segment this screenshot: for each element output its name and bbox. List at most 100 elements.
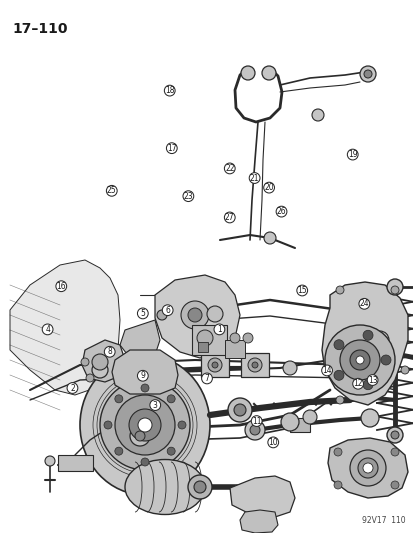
Circle shape <box>141 384 149 392</box>
Circle shape <box>263 232 275 244</box>
Text: 23: 23 <box>183 192 193 200</box>
Circle shape <box>386 427 402 443</box>
Text: 26: 26 <box>276 207 286 216</box>
Text: 6: 6 <box>165 306 170 314</box>
Circle shape <box>230 333 240 343</box>
Circle shape <box>115 395 175 455</box>
Circle shape <box>135 431 145 441</box>
Circle shape <box>263 182 274 193</box>
Circle shape <box>360 409 378 427</box>
Bar <box>224 340 244 358</box>
Circle shape <box>247 358 261 372</box>
Circle shape <box>357 458 377 478</box>
Circle shape <box>129 409 161 441</box>
Bar <box>197 342 207 352</box>
Text: 10: 10 <box>268 438 278 447</box>
Circle shape <box>363 70 371 78</box>
Circle shape <box>224 163 235 174</box>
Text: 24: 24 <box>358 300 368 308</box>
Bar <box>240 353 268 377</box>
Text: 9: 9 <box>140 372 145 380</box>
Circle shape <box>333 481 341 489</box>
Circle shape <box>349 350 369 370</box>
Circle shape <box>183 191 193 201</box>
Circle shape <box>302 410 316 424</box>
Circle shape <box>311 109 323 121</box>
Circle shape <box>380 355 390 365</box>
Text: 17: 17 <box>166 144 176 152</box>
Circle shape <box>252 362 257 368</box>
Circle shape <box>178 421 185 429</box>
Text: 18: 18 <box>165 86 174 95</box>
Text: 22: 22 <box>225 164 234 173</box>
Text: 8: 8 <box>107 348 112 356</box>
Circle shape <box>240 66 254 80</box>
Circle shape <box>366 375 377 385</box>
Text: 5: 5 <box>140 309 145 318</box>
Text: 15: 15 <box>297 286 306 295</box>
Text: 11: 11 <box>252 417 261 425</box>
Circle shape <box>104 346 115 357</box>
Text: 92V17  110: 92V17 110 <box>361 516 405 525</box>
Text: 12: 12 <box>353 379 362 388</box>
Circle shape <box>167 395 175 403</box>
Circle shape <box>114 447 123 455</box>
Circle shape <box>335 286 343 294</box>
Text: 20: 20 <box>263 183 273 192</box>
Circle shape <box>42 324 53 335</box>
Circle shape <box>249 425 259 435</box>
Polygon shape <box>120 320 159 358</box>
Circle shape <box>92 362 108 378</box>
Circle shape <box>86 374 94 382</box>
Text: 16: 16 <box>56 282 66 290</box>
Circle shape <box>400 366 408 374</box>
Text: 21: 21 <box>249 174 259 182</box>
Text: 7: 7 <box>204 374 209 383</box>
Circle shape <box>324 325 394 395</box>
Circle shape <box>362 330 372 340</box>
Circle shape <box>339 340 379 380</box>
Circle shape <box>244 420 264 440</box>
Circle shape <box>358 298 369 309</box>
Circle shape <box>167 447 175 455</box>
Circle shape <box>352 378 363 389</box>
Circle shape <box>137 370 148 381</box>
Circle shape <box>166 143 177 154</box>
Circle shape <box>81 358 89 366</box>
Circle shape <box>194 481 206 493</box>
Circle shape <box>201 373 212 384</box>
Polygon shape <box>112 350 178 394</box>
Circle shape <box>114 395 123 403</box>
Circle shape <box>188 308 202 322</box>
Circle shape <box>56 281 66 292</box>
Circle shape <box>359 66 375 82</box>
Circle shape <box>275 206 286 217</box>
Circle shape <box>206 306 223 322</box>
Circle shape <box>157 310 166 320</box>
Circle shape <box>180 301 209 329</box>
Bar <box>289 418 309 432</box>
Circle shape <box>45 456 55 466</box>
Circle shape <box>333 448 341 456</box>
Circle shape <box>130 426 150 446</box>
Text: 25: 25 <box>107 187 116 195</box>
Circle shape <box>249 173 259 183</box>
Circle shape <box>347 149 357 160</box>
Polygon shape <box>154 275 240 358</box>
Circle shape <box>370 331 388 349</box>
Polygon shape <box>240 510 277 533</box>
Text: 19: 19 <box>347 150 357 159</box>
Circle shape <box>390 448 398 456</box>
Circle shape <box>242 333 252 343</box>
Polygon shape <box>82 340 125 382</box>
Circle shape <box>197 330 212 346</box>
Circle shape <box>228 398 252 422</box>
Bar <box>192 325 226 355</box>
Circle shape <box>92 354 108 370</box>
Text: 4: 4 <box>45 325 50 334</box>
Circle shape <box>261 66 275 80</box>
Text: 13: 13 <box>367 376 377 384</box>
Circle shape <box>349 450 385 486</box>
Circle shape <box>362 463 372 473</box>
Circle shape <box>188 475 211 499</box>
